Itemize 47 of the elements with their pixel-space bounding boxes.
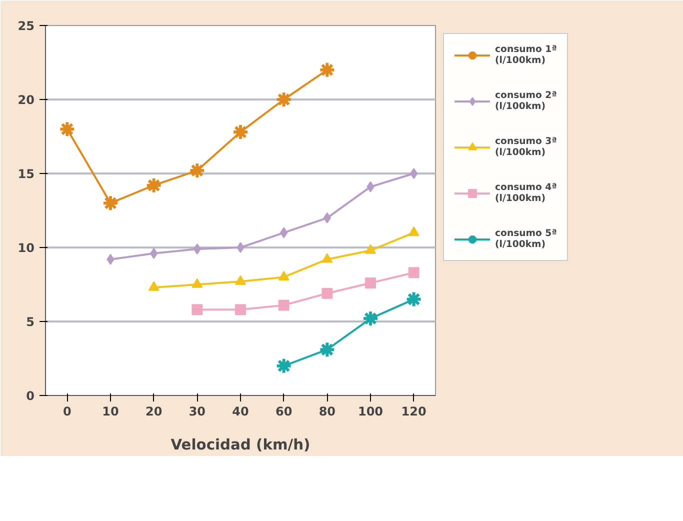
point [408, 226, 420, 236]
x-tick-label: 20 [145, 404, 162, 418]
point [235, 275, 246, 285]
legend-label: consumo 2ª (l/100km) [495, 90, 557, 112]
point [192, 278, 203, 288]
x-tick-label: 0 [62, 404, 72, 418]
point [405, 290, 422, 308]
legend-label: consumo 5ª (l/100km) [495, 228, 557, 250]
legend-label: consumo 4ª (l/100km) [495, 182, 557, 204]
y-tick-label: 5 [26, 315, 35, 329]
point [278, 300, 290, 311]
point [275, 91, 292, 108]
x-tick-label: 40 [232, 404, 249, 418]
point [322, 253, 333, 263]
x-tick-label: 100 [358, 404, 384, 418]
point [192, 304, 203, 316]
y-tick-label: 15 [18, 167, 35, 181]
point [145, 176, 162, 194]
point [365, 278, 376, 289]
point [322, 288, 333, 299]
x-tick-label: 10 [102, 404, 119, 418]
point [275, 357, 292, 374]
y-tick-label: 0 [26, 389, 35, 403]
point [236, 242, 244, 253]
y-tick-label: 10 [18, 241, 35, 255]
x-tick-label: 80 [318, 404, 336, 418]
point [235, 304, 246, 316]
legend-label: consumo 3ª (l/100km) [495, 136, 557, 158]
point [318, 341, 336, 358]
x-tick-label: 120 [401, 404, 426, 418]
x-tick-label: 60 [275, 404, 292, 418]
x-tick-label: 30 [188, 404, 206, 418]
point [318, 61, 336, 78]
point [188, 162, 206, 180]
point [362, 310, 379, 328]
point [408, 267, 420, 278]
point [102, 194, 119, 212]
point [58, 120, 76, 138]
point [148, 281, 160, 291]
y-tick-label: 20 [18, 93, 35, 107]
point [365, 244, 376, 254]
y-tick-label: 25 [18, 19, 35, 33]
point [232, 124, 249, 141]
x-axis-title: Velocidad (km/h) [170, 436, 310, 454]
point [410, 168, 418, 179]
point [278, 270, 290, 280]
legend-label: consumo 1ª (l/100km) [495, 44, 557, 66]
